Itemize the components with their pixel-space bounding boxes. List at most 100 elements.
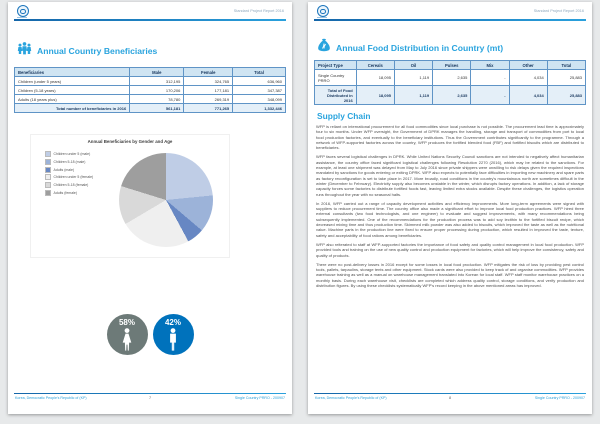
col-header: Male <box>129 67 185 77</box>
legend-item: Adults (female) <box>45 189 93 196</box>
header-divider <box>314 19 586 21</box>
paragraph: WFP also reiterated to staff at WFP-supp… <box>316 241 584 258</box>
col-header: Project Type <box>314 60 357 70</box>
col-header: Oil <box>393 60 434 70</box>
table-header-row: Beneficiaries Male Female Total <box>13 67 286 77</box>
wfp-logo <box>317 5 329 17</box>
cell: 347,387 <box>232 85 286 95</box>
legend-swatch <box>45 158 51 165</box>
female-percent: 58% <box>118 318 135 327</box>
legend-item: Children 5-18 (male) <box>45 158 93 165</box>
table-row: Single Country PRRO 18,095 1,119 2,635 -… <box>314 69 587 86</box>
paragraph: WFP faces several logistical challenges … <box>316 154 584 197</box>
footer-page-number: 8 <box>448 396 452 400</box>
male-share-badge: 42% <box>152 314 194 355</box>
header-divider <box>14 19 286 21</box>
cell: Adults (18 years plus) <box>13 94 131 104</box>
legend-item: Children under 5 (female) <box>45 174 94 181</box>
cell: 1,119 <box>393 85 434 105</box>
legend-swatch <box>45 166 51 173</box>
cell: 25,883 <box>546 85 587 105</box>
table-row: Children (under 5 years) 312,195 324,765… <box>13 76 286 86</box>
wfp-logo <box>17 5 29 17</box>
legend-swatch <box>45 151 51 157</box>
male-percent: 42% <box>164 318 181 327</box>
col-header: Female <box>183 67 234 77</box>
cell: Children (under 5 years) <box>13 76 131 86</box>
section-title: Annual Food Distribution in Country (mt) <box>336 42 504 53</box>
cell: 18,095 <box>355 85 395 105</box>
table-total-row: Total number of beneficiaries in 2016 56… <box>13 103 286 113</box>
cell: Total number of beneficiaries in 2016 <box>13 103 131 113</box>
paragraph: There were no post-delivery losses in 20… <box>316 261 584 289</box>
document-page-right: Standard Project Report 2016 Annual Food… <box>308 2 592 414</box>
footer-country: Korea, Democratic People's Republic of (… <box>315 396 387 400</box>
cell: 324,765 <box>183 76 234 86</box>
people-group-icon <box>17 42 32 60</box>
legend-label: Children 5-18 (female) <box>53 183 89 188</box>
table-row: Adults (18 years plus) 78,780 269,319 34… <box>13 94 286 104</box>
col-header: Mix <box>470 60 510 70</box>
female-share-badge: 58% <box>106 314 148 355</box>
cell: 348,099 <box>232 94 286 104</box>
table-total-row: Total of Food Distributed in 2016 18,095… <box>314 85 587 105</box>
col-header: Total <box>546 60 587 70</box>
legend-label: Children 5-18 (male) <box>53 159 86 164</box>
cell: Single Country PRRO <box>314 69 357 86</box>
pie-chart <box>119 153 213 247</box>
cell: 269,319 <box>183 94 234 104</box>
cell: Children (5-18 years) <box>13 85 131 95</box>
footer-project: Single Country PRRO - 200907 <box>234 396 285 400</box>
cell: - <box>470 69 510 86</box>
table-row: Children (5-18 years) 170,206 177,181 34… <box>13 85 286 95</box>
supply-chain-text: WFP is reliant on international procurem… <box>316 124 584 292</box>
cell: 1,119 <box>393 69 434 86</box>
footer-divider <box>314 393 586 395</box>
page-footer: Korea, Democratic People's Republic of (… <box>14 393 286 403</box>
wfp-logo-caption <box>17 16 27 18</box>
footer-country: Korea, Democratic People's Republic of (… <box>15 396 87 400</box>
legend-label: Children under 5 (male) <box>53 152 91 156</box>
beneficiaries-table: Beneficiaries Male Female Total Children… <box>13 67 286 113</box>
cell: 561,181 <box>129 103 185 113</box>
chart-title: Annual Beneficiaries by Gender and Age <box>87 139 173 144</box>
legend-swatch <box>45 182 51 189</box>
col-header: Cereals <box>355 60 395 70</box>
food-bag-icon <box>317 38 331 57</box>
legend-item: Children 5-18 (female) <box>45 182 93 189</box>
supply-chain-heading: Supply Chain <box>317 111 371 121</box>
cell: 1,332,446 <box>232 103 286 113</box>
cell: 312,195 <box>129 76 185 86</box>
footer-project: Single Country PRRO - 200907 <box>534 396 585 400</box>
legend-swatch <box>45 174 51 181</box>
legend-label: Adults (male) <box>53 167 75 172</box>
gender-split-badges: 58% 42% <box>8 314 292 355</box>
table-header-row: Project Type Cereals Oil Pulses Mix Othe… <box>314 60 587 70</box>
section-heading-food-distribution: Annual Food Distribution in Country (mt) <box>317 38 503 57</box>
legend-label: Children under 5 (female) <box>53 175 94 180</box>
cell: 636,960 <box>232 76 286 86</box>
cell: 4,034 <box>508 85 548 105</box>
col-header: Pulses <box>432 60 472 70</box>
col-header: Beneficiaries <box>13 67 131 77</box>
col-header: Total <box>232 67 286 77</box>
paragraph: In 2016, WFP carried out a range of capa… <box>316 200 584 238</box>
cell: 771,265 <box>183 103 234 113</box>
cell: 2,635 <box>432 85 472 105</box>
legend-label: Adults (female) <box>53 190 78 195</box>
page-footer: Korea, Democratic People's Republic of (… <box>314 393 586 403</box>
beneficiaries-pie-chart: Annual Beneficiaries by Gender and Age C… <box>30 134 230 258</box>
header-report-title: Standard Project Report 2016 <box>233 9 284 13</box>
cell: 4,034 <box>508 69 548 86</box>
legend-item: Children under 5 (male) <box>45 151 93 157</box>
section-heading-beneficiaries: Annual Country Beneficiaries <box>17 42 157 60</box>
wfp-logo-caption <box>317 16 327 18</box>
cell: 2,635 <box>432 69 472 86</box>
chart-legend: Children under 5 (male) Children 5-18 (m… <box>45 151 93 198</box>
page-header: Standard Project Report 2016 <box>8 2 292 21</box>
cell: 170,206 <box>129 85 185 95</box>
legend-swatch <box>45 189 51 196</box>
col-header: Other <box>508 60 548 70</box>
section-title: Annual Country Beneficiaries <box>37 46 158 56</box>
